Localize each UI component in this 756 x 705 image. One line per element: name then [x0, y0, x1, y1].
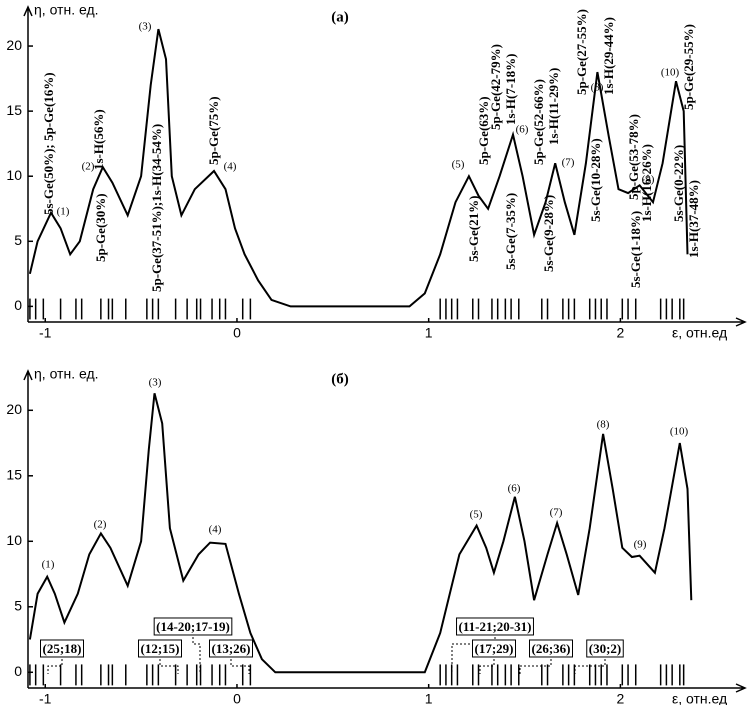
y-axis-label: η, отн. ед. [34, 2, 99, 18]
leader-line [192, 637, 201, 674]
annotation-box [456, 617, 534, 636]
orbital-annotation: 5s-Ge(7-35%) [503, 193, 518, 270]
peak-label: (7) [562, 157, 575, 169]
panel-title: (б) [331, 371, 349, 387]
annotation-box [529, 639, 573, 658]
y-tick-label: 15 [6, 102, 22, 118]
annotation-box [586, 639, 624, 658]
y-tick-label: 20 [6, 401, 22, 417]
orbital-annotation: 5p-Ge(52-66%) [531, 79, 546, 165]
state-annotation: (14-20;17-19) [156, 619, 230, 634]
density-curve [28, 393, 693, 674]
peak-label: (5) [452, 159, 465, 171]
y-axis [23, 369, 33, 688]
peak-label: (2) [82, 161, 95, 173]
peak-label: (6) [516, 124, 529, 136]
orbital-annotation: 5p-Ge(53-78%) [626, 114, 641, 200]
peak-label: (1) [57, 206, 70, 218]
orbital-annotation: 5s-Ge(10-28%) [588, 138, 603, 222]
x-axis-label: ε, отн.ед [672, 325, 727, 341]
panel-title: (а) [331, 9, 349, 25]
orbital-annotation: 5s-Ge(1-18%) [628, 211, 643, 288]
peak-label: (3) [139, 21, 152, 33]
annotation-box [153, 617, 233, 636]
x-axis-label: ε, отн.ед [672, 691, 727, 705]
y-tick-label: 15 [6, 466, 22, 482]
orbital-annotation: 1s-H(29-44%) [601, 17, 616, 95]
leader-line [47, 659, 63, 674]
leader-line [230, 659, 250, 674]
state-annotation: (26;36) [532, 641, 571, 656]
y-tick-label: 5 [14, 232, 22, 248]
x-axis [28, 317, 747, 327]
orbital-annotation: 1s-H(11-29%) [546, 68, 561, 145]
annotation-box [209, 639, 253, 658]
orbital-annotation: 5p-Ge(63%) [476, 96, 491, 165]
orbital-annotation: 5s-Ge(9-28%) [541, 195, 556, 272]
x-tick-label: 1 [425, 325, 433, 341]
peak-label: (3) [149, 377, 162, 389]
state-annotation: (13;26) [212, 641, 251, 656]
state-annotation: (17;29) [475, 641, 514, 656]
orbital-annotation: 1s-H(56%) [91, 109, 106, 170]
peak-label: (9) [634, 539, 647, 551]
annotation-box [40, 639, 84, 658]
leader-line [159, 659, 179, 674]
x-tick-label: 1 [425, 691, 433, 705]
peak-label: (4) [209, 524, 222, 536]
state-annotation: (25;18) [43, 641, 82, 656]
x-axis [28, 683, 747, 693]
y-tick-label: 0 [14, 297, 22, 313]
orbital-annotation: 5s-Ge(0-22%) [671, 145, 686, 222]
x-tick-label: 0 [233, 691, 241, 705]
annotation-box [472, 639, 516, 658]
orbital-annotation: 5s-Ge(21%) [466, 196, 481, 262]
density-curve [28, 28, 689, 308]
peak-label: (9) [642, 174, 655, 186]
y-tick-label: 10 [6, 167, 22, 183]
peak-label: (2) [94, 519, 107, 531]
orbital-annotation: 5p-Ge(30%) [93, 193, 108, 262]
peak-label: (8) [597, 419, 610, 431]
orbital-annotation: 5p-Ge(27-55%) [574, 9, 589, 95]
y-tick-label: 10 [6, 532, 22, 548]
x-tick-label: -1 [39, 691, 52, 705]
peak-label: (6) [508, 483, 521, 495]
leader-line [574, 659, 606, 674]
orbital-annotation: 5s-Ge(50%); 5p-Ge(16%) [41, 72, 56, 215]
peak-label: (7) [550, 507, 563, 519]
y-axis [23, 5, 33, 322]
peak-label: (5) [470, 509, 483, 521]
x-tick-label: 0 [233, 325, 241, 341]
x-tick-label: 2 [616, 325, 624, 341]
state-annotation: (11-21;20-31) [459, 619, 532, 634]
y-tick-label: 20 [6, 37, 22, 53]
orbital-annotation: 1s-H(37-48%) [686, 180, 701, 258]
y-tick-label: 5 [14, 597, 22, 613]
orbital-annotation: 5p-Ge(75%) [206, 96, 221, 165]
peak-label: (10) [661, 67, 680, 79]
orbital-annotation: 1s-H(16-26%) [639, 144, 654, 222]
x-tick-label: 2 [616, 691, 624, 705]
peak-label: (1) [42, 559, 55, 571]
peak-label: (10) [670, 426, 689, 438]
orbital-annotation: 5p-Ge(42-79%) [488, 44, 503, 130]
state-annotation: (12;15) [141, 641, 180, 656]
orbital-annotation: 5p-Ge(29-55%) [681, 24, 696, 110]
orbital-annotation: 5p-Ge(37-51%);1s-H(34-54%) [149, 124, 164, 292]
orbital-annotation: 1s-H(7-18%) [503, 54, 518, 126]
y-tick-label: 0 [14, 663, 22, 679]
state-annotation: (30;2) [589, 641, 622, 656]
leader-line [479, 659, 495, 674]
y-axis-label: η, отн. ед. [34, 366, 99, 382]
peak-label: (8) [591, 82, 604, 94]
x-tick-label: -1 [39, 325, 52, 341]
leader-line [519, 659, 552, 674]
peak-label: (4) [224, 161, 237, 173]
annotation-box [138, 639, 182, 658]
